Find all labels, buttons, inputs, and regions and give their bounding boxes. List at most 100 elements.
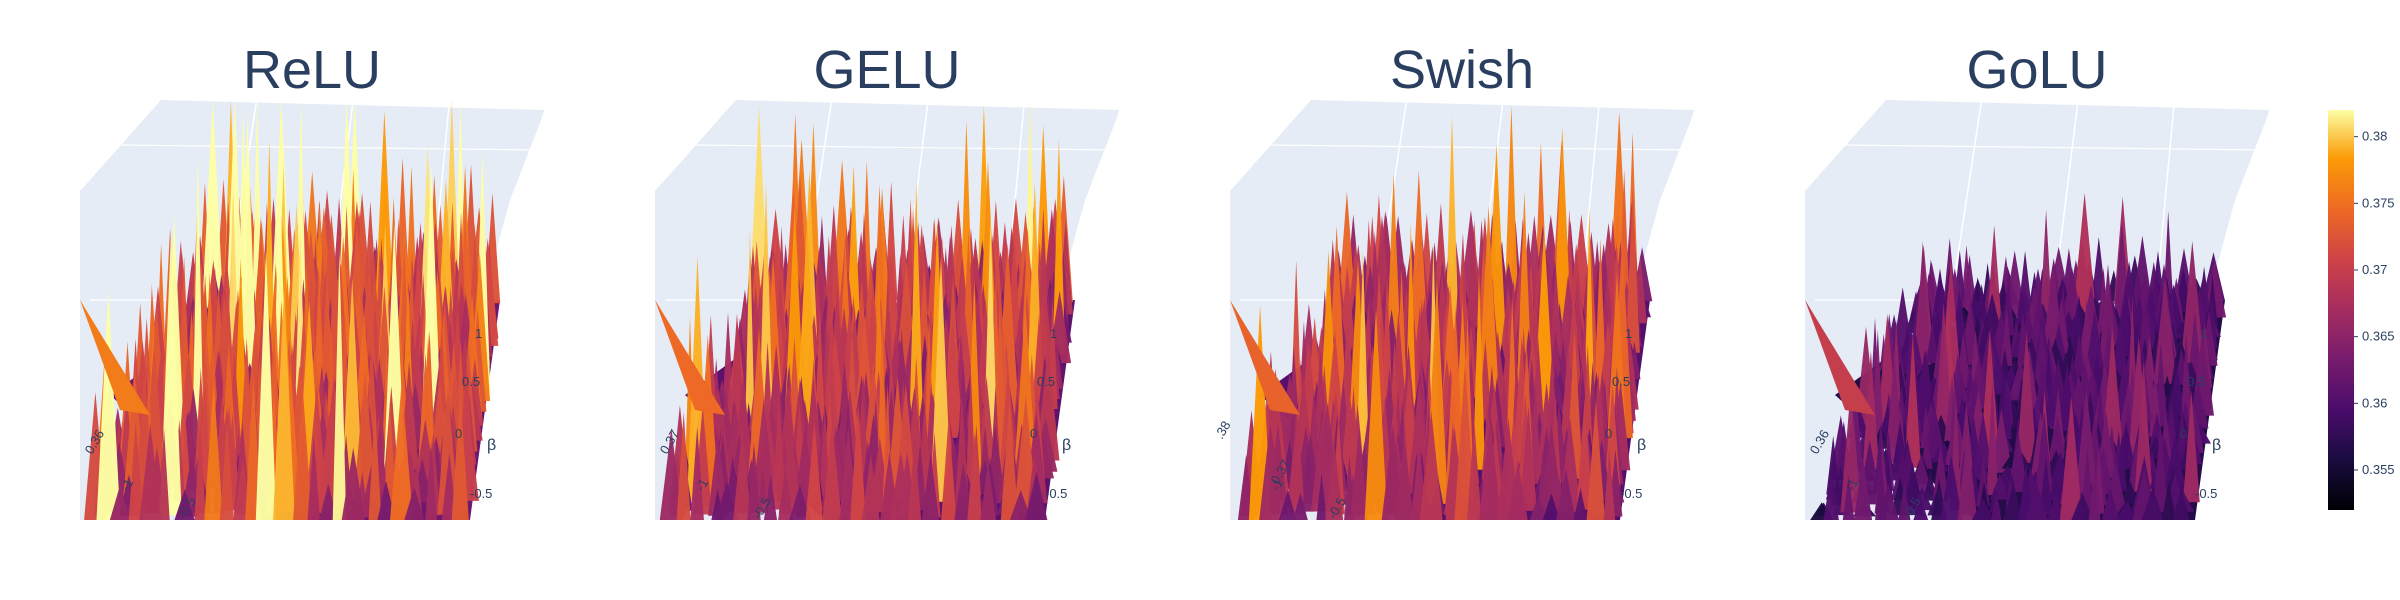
surface [80, 100, 501, 520]
y-tick-label: 1 [2200, 326, 2207, 341]
surface-spike [715, 481, 738, 520]
surface-spike [676, 411, 691, 520]
surface-spike [174, 489, 195, 520]
surface-spike [1957, 432, 1978, 520]
surface-spike [1904, 334, 1921, 468]
colorbar-tick-label: 0.375 [2362, 195, 2395, 210]
surface-spike [980, 462, 996, 520]
surface-spike [2002, 486, 2023, 520]
panel-bottom-mask [575, 522, 1150, 600]
surface-spike [967, 432, 982, 520]
surface-spike [2161, 480, 2176, 520]
surface-spike [1920, 429, 1933, 469]
y-tick-label: 0.5 [1037, 374, 1055, 389]
surface-spike [307, 435, 320, 520]
y-axis-label: β [2212, 437, 2221, 454]
panel-relu: ReLU-0.500.51β-1-0.50.36 [0, 40, 575, 600]
surface-spike [1537, 451, 1549, 517]
y-tick-label: 0.5 [2187, 374, 2205, 389]
surface-spike [1576, 398, 1593, 510]
surface-spike [655, 300, 725, 415]
surface-spike [1025, 471, 1048, 520]
panel-title: ReLU [243, 40, 381, 100]
surface-spike [1939, 454, 1963, 520]
surface-spike [747, 443, 761, 520]
surface-spike [2000, 306, 2013, 366]
colorbar-tick-label: 0.36 [2362, 395, 2387, 410]
surface-spike [1805, 300, 1875, 415]
surface-spike [1356, 249, 1370, 479]
surface-spike [2039, 209, 2053, 325]
surface-spike [814, 309, 826, 433]
y-axis-label: β [1637, 437, 1646, 454]
surface-spike [1625, 188, 1640, 353]
surface [1230, 105, 1653, 520]
surface-spike [1278, 489, 1297, 520]
surface-spike [2182, 390, 2200, 503]
y-tick-label: 0 [1605, 426, 1612, 441]
y-tick-label: 0 [1030, 426, 1037, 441]
y-axis-label: β [487, 437, 496, 454]
surface-spike [293, 386, 313, 520]
surface-spike [659, 427, 683, 520]
surface-spike [941, 415, 957, 520]
surface-spike [1504, 105, 1519, 318]
surface-spike [1603, 448, 1616, 520]
surface-spike [390, 383, 414, 520]
surface-spike [341, 447, 365, 520]
surface-spike [219, 420, 235, 520]
y-tick-label: -0.5 [470, 486, 492, 501]
surface-spike [921, 453, 940, 520]
surface-spike [2060, 352, 2071, 374]
surface-spike [2071, 492, 2094, 520]
surface-spike [2073, 192, 2096, 314]
surface-spike [2008, 430, 2028, 492]
surface-spike [889, 451, 912, 520]
surface-spike [850, 403, 866, 520]
surface-spike [2002, 272, 2015, 336]
surface-spike [1009, 490, 1032, 520]
surface-spike [1976, 455, 1990, 507]
colorbar-tick-label: 0.365 [2362, 329, 2395, 344]
surface-spike [930, 256, 952, 502]
surface-spike [757, 466, 769, 513]
surface-spike [1823, 472, 1839, 520]
surface [1805, 192, 2227, 520]
surface-spike [273, 289, 295, 520]
surface-spike [319, 483, 338, 520]
y-tick-label: 1 [475, 326, 482, 341]
surface-spike [139, 424, 162, 520]
surface-spike [2111, 317, 2129, 378]
colorbar-gradient [2328, 110, 2354, 510]
surface-spike [1914, 241, 1931, 365]
surface-spike [2180, 241, 2204, 363]
surface-spike [1932, 442, 1949, 502]
panel-swish: Swish-0.500.51β-1-0.5.380.37 [1150, 40, 1725, 600]
surface-spike [2180, 330, 2193, 430]
surface-spike [2116, 501, 2138, 520]
surface-spike [2059, 395, 2083, 520]
surface-spike [451, 390, 469, 520]
surface-spike [2084, 309, 2105, 375]
surface-spike [2024, 483, 2049, 520]
panel-bottom-mask [1725, 522, 2300, 600]
surface-spike [1507, 462, 1528, 520]
surface-spike [1542, 493, 1561, 520]
panel-gelu: GELU-0.500.51β-1-0.50.37 [575, 40, 1150, 600]
surface-spike [977, 376, 996, 474]
surface-spike [752, 398, 776, 503]
surface-spike [1473, 270, 1486, 470]
surface-spike [1573, 488, 1588, 520]
surface-spike [1230, 300, 1300, 415]
y-tick-label: 0 [455, 426, 462, 441]
surface-spike [2173, 487, 2190, 520]
surface-spike [1556, 468, 1576, 520]
panel-bottom-mask [0, 522, 575, 600]
surface-spike [1877, 483, 1899, 520]
surface-spike [1840, 386, 1862, 513]
surface-spike [744, 227, 755, 442]
surface-spike [1052, 138, 1066, 354]
surface-spike [1259, 423, 1282, 520]
surface-spike [1910, 487, 1934, 511]
surface-spike [2188, 311, 2202, 378]
